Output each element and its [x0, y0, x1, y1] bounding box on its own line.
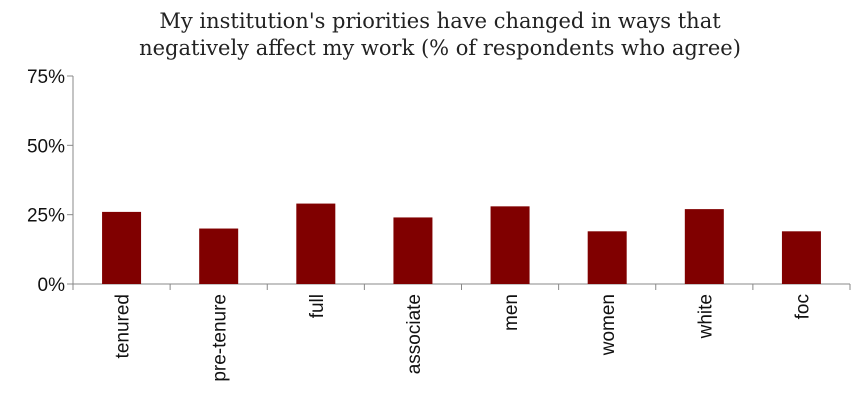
category-label-full: full	[307, 294, 328, 318]
y-tick-label: 50%	[27, 136, 65, 157]
category-label-tenured: tenured	[113, 294, 134, 358]
bar-foc	[781, 231, 821, 284]
category-label-associate: associate	[404, 294, 425, 374]
bar-women	[587, 231, 627, 284]
category-label-men: men	[501, 294, 522, 331]
y-tick-label: 25%	[27, 206, 65, 227]
chart-title-line-1: My institution's priorities have changed…	[159, 9, 721, 33]
y-tick-label: 0%	[38, 275, 66, 296]
bar-associate	[393, 217, 433, 284]
y-tick-label: 75%	[27, 67, 65, 88]
bar-full	[296, 203, 336, 284]
bar-white	[684, 209, 724, 284]
bar-tenured	[102, 211, 142, 284]
bar-pre-tenure	[199, 228, 239, 284]
category-label-pre-tenure: pre-tenure	[210, 294, 231, 382]
category-label-white: white	[695, 294, 716, 339]
category-label-foc: foc	[792, 294, 813, 319]
chart-title-line-2: negatively affect my work (% of responde…	[139, 36, 741, 60]
bar-men	[490, 206, 530, 284]
category-label-women: women	[598, 294, 619, 356]
plot-area: 0% 25% 50% 75% tenured pre-tenure full associat…	[27, 67, 851, 382]
